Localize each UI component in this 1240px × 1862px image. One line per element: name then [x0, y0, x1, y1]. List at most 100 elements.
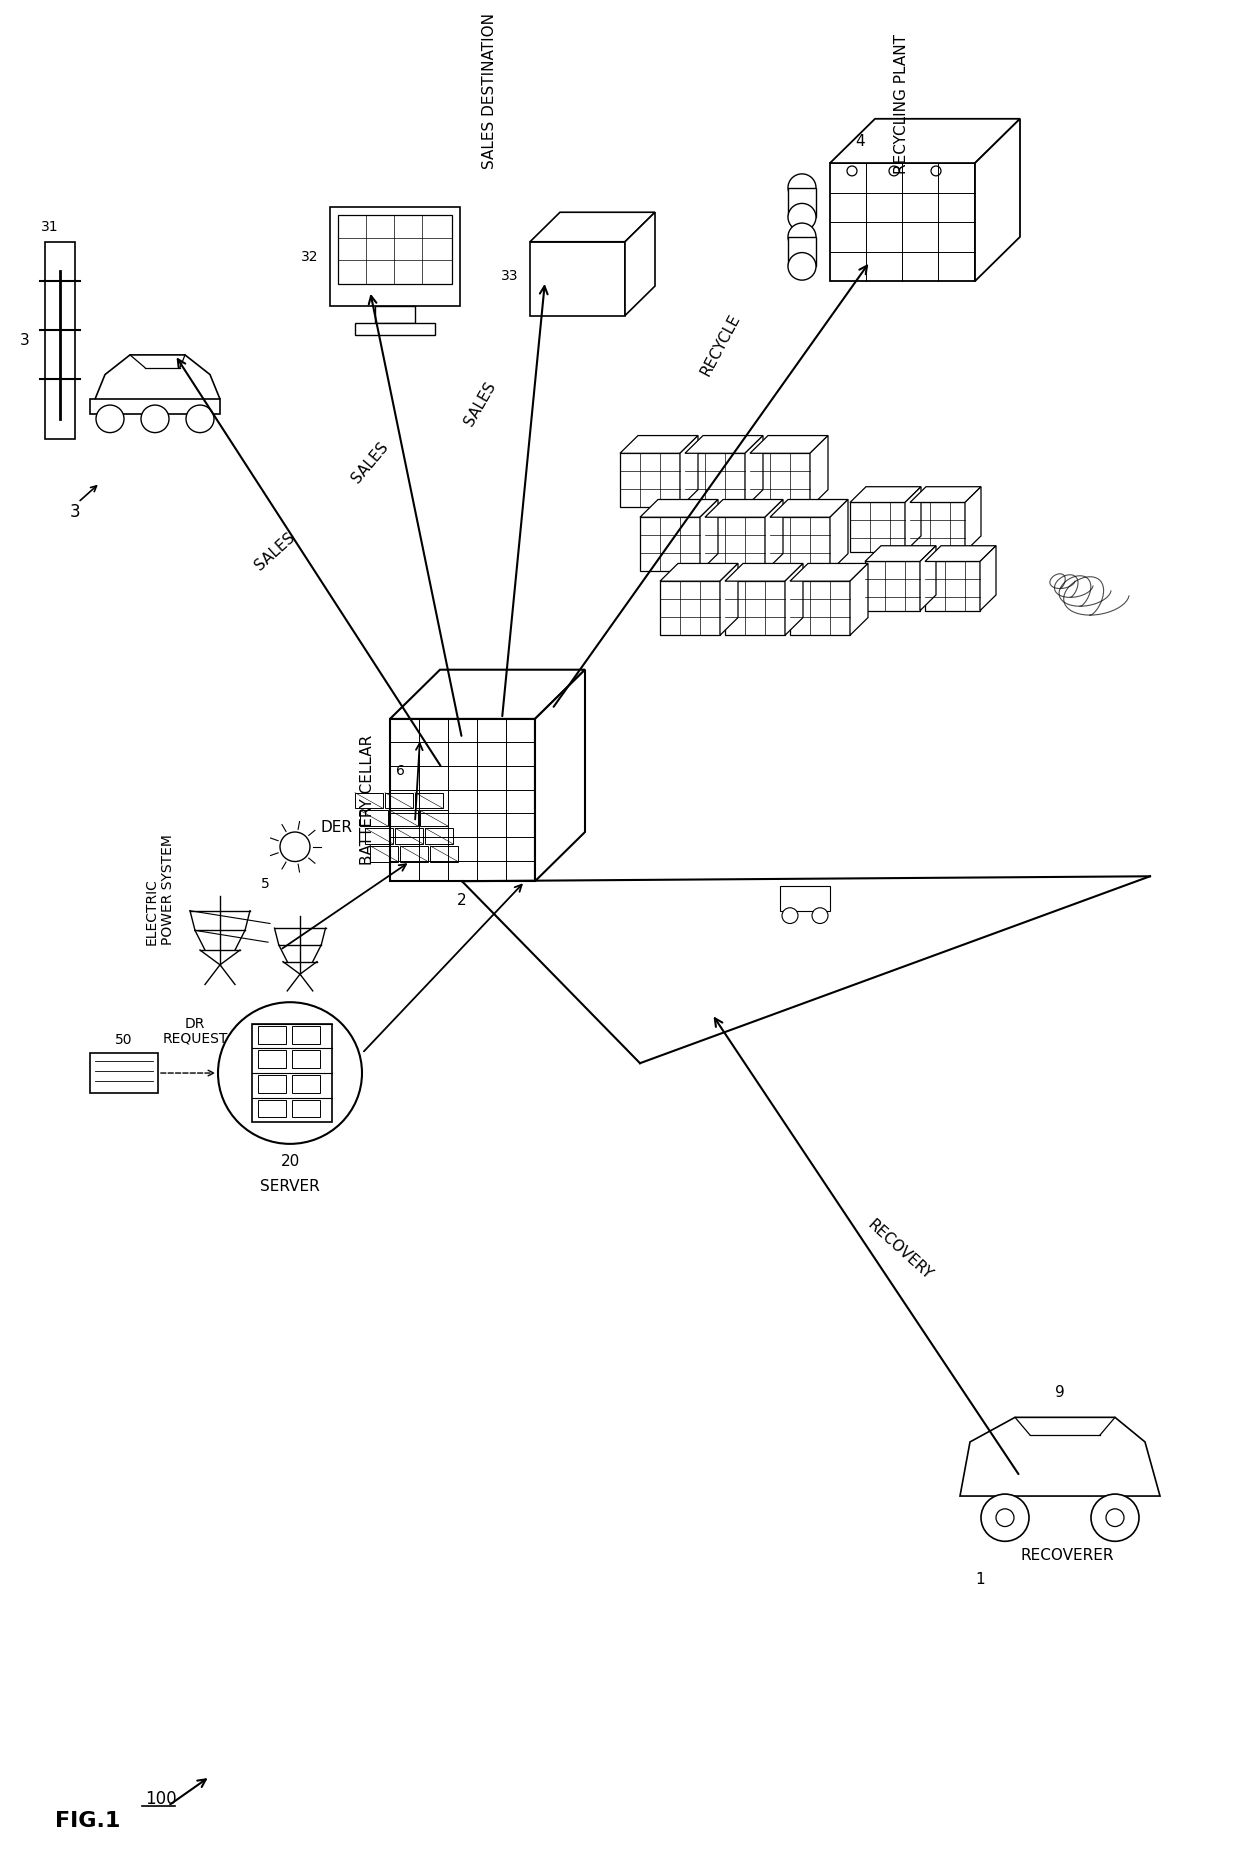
Text: DR: DR [185, 1017, 205, 1032]
Polygon shape [975, 119, 1021, 281]
Text: RECOVERER: RECOVERER [1021, 1547, 1114, 1562]
Circle shape [573, 726, 583, 735]
Bar [910, 503, 965, 551]
Polygon shape [701, 499, 718, 572]
Polygon shape [770, 499, 848, 518]
Text: SALES: SALES [348, 439, 392, 486]
Circle shape [996, 1508, 1014, 1527]
Bar [258, 1050, 286, 1069]
Circle shape [141, 406, 169, 432]
Circle shape [889, 166, 899, 175]
Text: 1: 1 [975, 1572, 985, 1586]
Text: 100: 100 [145, 1789, 176, 1808]
Polygon shape [810, 436, 828, 506]
Bar [291, 1074, 320, 1093]
Bar [787, 188, 816, 218]
Polygon shape [830, 499, 848, 572]
Bar [291, 1026, 320, 1043]
Circle shape [556, 726, 564, 735]
Polygon shape [391, 670, 585, 719]
Bar [849, 503, 905, 551]
Polygon shape [920, 546, 936, 611]
Bar [660, 581, 720, 635]
Bar [780, 886, 830, 911]
Circle shape [1106, 1508, 1123, 1527]
Bar [91, 398, 219, 413]
Text: SALES: SALES [461, 380, 498, 428]
Polygon shape [866, 546, 936, 562]
Text: 31: 31 [41, 220, 58, 235]
Text: RECYCLING PLANT: RECYCLING PLANT [894, 34, 909, 173]
Text: DER: DER [320, 819, 352, 834]
Text: ELECTRIC
POWER SYSTEM: ELECTRIC POWER SYSTEM [145, 834, 175, 946]
Text: SERVER: SERVER [260, 1179, 320, 1194]
Circle shape [847, 166, 857, 175]
Bar [258, 1074, 286, 1093]
Text: 32: 32 [300, 250, 317, 264]
Bar [925, 562, 980, 611]
Circle shape [787, 173, 816, 201]
Text: RECYCLE: RECYCLE [697, 311, 743, 378]
Text: REQUEST: REQUEST [162, 1032, 228, 1046]
Text: 4: 4 [856, 134, 864, 149]
Bar [529, 242, 625, 315]
Bar [830, 164, 975, 281]
Bar [725, 581, 785, 635]
Circle shape [931, 166, 941, 175]
Bar [339, 216, 453, 285]
Text: FIG.1: FIG.1 [55, 1810, 120, 1830]
Polygon shape [529, 212, 655, 242]
Bar [258, 1026, 286, 1043]
Polygon shape [720, 564, 738, 635]
Text: 2: 2 [458, 894, 466, 909]
Polygon shape [620, 436, 698, 452]
Bar [750, 452, 810, 506]
Bar [787, 236, 816, 266]
Bar [330, 207, 460, 305]
Circle shape [812, 909, 828, 924]
Polygon shape [680, 436, 698, 506]
Text: 3: 3 [69, 503, 81, 521]
Polygon shape [980, 546, 996, 611]
Bar [790, 581, 849, 635]
Circle shape [1091, 1493, 1140, 1542]
Circle shape [218, 1002, 362, 1143]
Bar [706, 518, 765, 572]
Bar [770, 518, 830, 572]
Text: 9: 9 [1055, 1385, 1065, 1400]
Bar [374, 305, 415, 324]
Polygon shape [830, 119, 1021, 164]
Polygon shape [660, 564, 738, 581]
Circle shape [280, 832, 310, 862]
Circle shape [787, 203, 816, 231]
Polygon shape [925, 546, 996, 562]
Polygon shape [684, 436, 763, 452]
Bar [291, 1050, 320, 1069]
Polygon shape [849, 564, 868, 635]
Text: 5: 5 [260, 877, 269, 892]
Bar [391, 719, 534, 881]
Polygon shape [849, 486, 921, 503]
Circle shape [537, 726, 547, 735]
Bar [45, 242, 74, 439]
Polygon shape [625, 212, 655, 315]
Text: SALES DESTINATION: SALES DESTINATION [482, 13, 497, 169]
Text: 20: 20 [280, 1154, 300, 1169]
Polygon shape [785, 564, 804, 635]
Polygon shape [725, 564, 804, 581]
Circle shape [981, 1493, 1029, 1542]
Text: SALES: SALES [252, 531, 298, 573]
Bar [640, 518, 701, 572]
Circle shape [787, 223, 816, 251]
Circle shape [787, 253, 816, 279]
Circle shape [95, 406, 124, 432]
Text: BATTERY CELLAR: BATTERY CELLAR [361, 734, 376, 864]
Text: RECOVERY: RECOVERY [864, 1218, 935, 1283]
Circle shape [186, 406, 215, 432]
Bar [91, 1054, 157, 1093]
Polygon shape [745, 436, 763, 506]
Bar [866, 562, 920, 611]
Bar [684, 452, 745, 506]
Text: 33: 33 [501, 270, 518, 283]
Polygon shape [706, 499, 782, 518]
